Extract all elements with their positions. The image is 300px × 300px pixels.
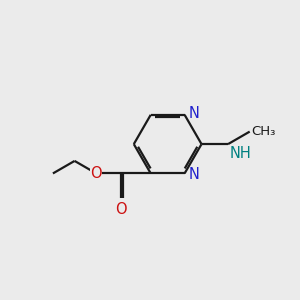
Text: N: N: [188, 167, 199, 182]
Text: O: O: [91, 166, 102, 181]
Text: O: O: [116, 202, 127, 217]
Text: N: N: [188, 106, 199, 121]
Text: CH₃: CH₃: [251, 125, 275, 138]
Text: NH: NH: [230, 146, 251, 160]
